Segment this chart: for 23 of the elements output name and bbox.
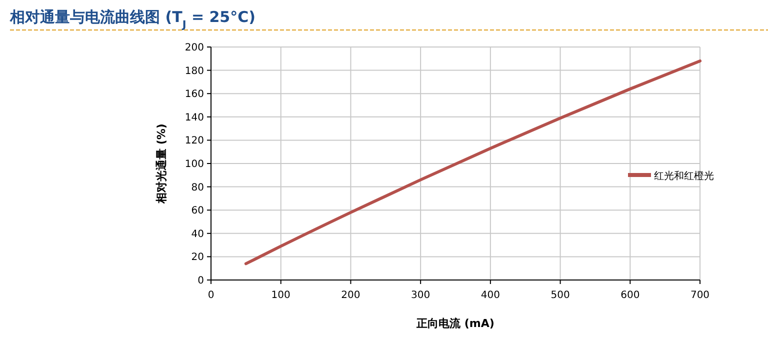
x-tick-label: 500 (550, 290, 570, 301)
y-tick-label: 140 (184, 112, 204, 124)
y-tick-label: 160 (184, 89, 204, 100)
y-tick-label: 40 (191, 228, 204, 240)
y-tick-label: 60 (191, 206, 204, 217)
x-tick-label: 700 (690, 290, 710, 301)
y-tick-label: 200 (184, 42, 204, 54)
x-axis-title: 正向电流 (mA) (416, 317, 494, 330)
y-tick-label: 100 (184, 159, 204, 170)
y-tick-label: 120 (184, 136, 204, 147)
x-tick-label: 200 (341, 290, 360, 301)
y-tick-label: 0 (198, 276, 204, 286)
y-tick-label: 180 (184, 66, 204, 77)
x-tick-label: 100 (271, 290, 290, 301)
x-tick-label: 600 (620, 290, 640, 301)
y-tick-label: 20 (191, 252, 204, 264)
y-axis-title: 相对光通量 (%) (155, 124, 168, 204)
y-tick-label: 80 (191, 182, 204, 194)
x-tick-label: 0 (208, 290, 214, 301)
chart-title: 相对通量与电流曲线图 (T$_{J}$ = 25°C) (9, 8, 256, 31)
x-tick-label: 400 (480, 290, 500, 301)
legend-label: 红光和红橙光 (654, 170, 714, 182)
x-tick-label: 300 (411, 290, 430, 301)
